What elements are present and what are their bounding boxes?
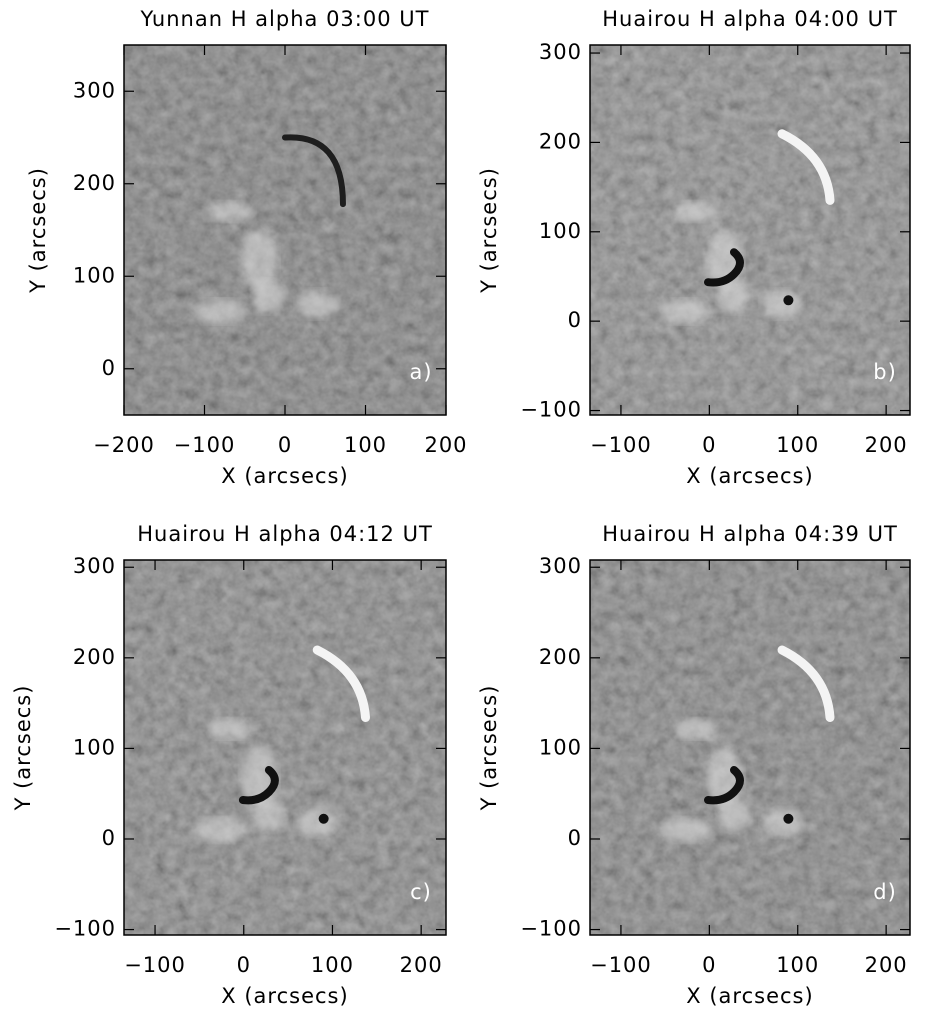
x-tick-label: 100 <box>776 433 819 457</box>
plot-frame <box>589 559 911 936</box>
x-tick-label: 100 <box>344 433 387 457</box>
y-axis-label: Y (arcsecs) <box>477 167 501 294</box>
y-axis-label: Y (arcsecs) <box>11 685 35 812</box>
flare-ribbon <box>704 766 744 805</box>
x-tick-label: −100 <box>590 433 652 457</box>
plage <box>718 280 750 313</box>
plage <box>297 290 338 318</box>
x-tick-label: 100 <box>776 953 819 977</box>
y-axis-label: Y (arcsecs) <box>477 685 501 812</box>
x-tick-label: 200 <box>865 433 908 457</box>
x-tick-label: 0 <box>237 953 251 977</box>
panel-title: Huairou H alpha 04:00 UT <box>602 7 898 31</box>
dark-kernel <box>783 813 794 824</box>
panel-label: c) <box>410 880 432 904</box>
panel-title: Huairou H alpha 04:12 UT <box>137 522 433 546</box>
y-tick-label: 100 <box>73 735 116 759</box>
y-tick-label: 0 <box>102 826 116 850</box>
y-axis-label: Y (arcsecs) <box>26 167 50 294</box>
x-axis-label: X (arcsecs) <box>686 464 813 488</box>
dark-kernel <box>318 813 329 824</box>
x-axis-label: X (arcsecs) <box>686 984 813 1008</box>
filament <box>282 134 346 208</box>
y-tick-label: −100 <box>520 398 582 422</box>
y-tick-label: 0 <box>102 356 116 380</box>
filament <box>312 645 370 722</box>
plot-frame <box>123 559 447 936</box>
x-axis-label: X (arcsecs) <box>221 984 348 1008</box>
y-tick-label: 300 <box>539 554 582 578</box>
plage <box>194 299 247 324</box>
plage <box>673 718 718 739</box>
x-tick-label: 0 <box>702 433 716 457</box>
dark-kernel <box>783 295 794 306</box>
y-tick-label: 200 <box>73 171 116 195</box>
x-tick-label: −200 <box>93 433 155 457</box>
plage <box>718 799 750 831</box>
panel-label: d) <box>873 880 897 904</box>
panel-title: Yunnan H alpha 03:00 UT <box>140 7 430 31</box>
flare-ribbon <box>704 248 744 287</box>
image-texture <box>590 560 910 935</box>
x-tick-label: 200 <box>400 953 443 977</box>
x-tick-label: −100 <box>590 953 652 977</box>
y-tick-label: 0 <box>568 308 582 332</box>
plage <box>297 808 338 837</box>
image-texture <box>590 45 910 415</box>
panel-title: Huairou H alpha 04:39 UT <box>602 522 898 546</box>
y-tick-label: 300 <box>73 554 116 578</box>
x-tick-label: 200 <box>424 433 467 457</box>
flare-ribbon <box>238 766 279 805</box>
plage <box>194 818 247 842</box>
plage <box>208 718 253 739</box>
panel-label: b) <box>873 360 897 384</box>
image-texture <box>124 45 446 415</box>
y-tick-label: 100 <box>539 735 582 759</box>
y-tick-label: 200 <box>73 645 116 669</box>
x-tick-label: 100 <box>311 953 354 977</box>
plage <box>660 299 712 324</box>
x-axis-label: X (arcsecs) <box>221 464 348 488</box>
y-tick-label: 300 <box>73 78 116 102</box>
image-texture <box>124 560 446 935</box>
y-tick-label: −100 <box>520 917 582 941</box>
plage <box>673 201 718 222</box>
y-tick-label: 200 <box>539 645 582 669</box>
plage <box>252 799 285 831</box>
plage <box>660 818 712 842</box>
filament <box>777 645 835 722</box>
x-tick-label: 0 <box>278 433 292 457</box>
y-tick-label: 100 <box>73 263 116 287</box>
plage <box>241 229 278 290</box>
x-tick-label: −100 <box>174 433 236 457</box>
y-tick-label: −100 <box>54 917 116 941</box>
y-tick-label: 100 <box>539 219 582 243</box>
plage <box>252 280 285 313</box>
plot-frame <box>589 44 911 416</box>
filament <box>777 129 835 205</box>
x-tick-label: 200 <box>865 953 908 977</box>
y-tick-label: 200 <box>539 129 582 153</box>
panel-label: a) <box>409 360 432 384</box>
plage <box>762 808 802 837</box>
y-tick-label: 0 <box>568 826 582 850</box>
x-tick-label: −100 <box>124 953 186 977</box>
y-tick-label: 300 <box>539 40 582 64</box>
plage <box>208 201 253 222</box>
plage <box>762 290 802 318</box>
x-tick-label: 0 <box>702 953 716 977</box>
